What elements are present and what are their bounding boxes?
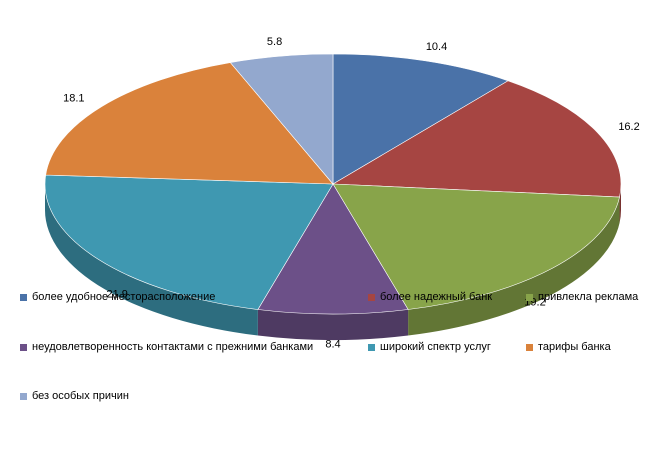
data-label-3: 8.4	[325, 339, 340, 351]
pie-slice-4	[44, 174, 334, 310]
data-label-1: 16.2	[618, 121, 639, 133]
legend-item-location: более удобное месторасположение	[20, 291, 215, 303]
legend-label: привлекла реклама	[538, 291, 639, 303]
legend-swatch	[526, 293, 533, 301]
legend-label: широкий спектр услуг	[380, 341, 491, 353]
data-label-0: 10.4	[426, 41, 447, 53]
legend-item-dissatisfaction: неудовлетворенность контактами с прежним…	[20, 341, 313, 353]
legend-label: без особых причин	[32, 390, 129, 402]
legend-swatch	[20, 343, 27, 351]
legend-label: неудовлетворенность контактами с прежним…	[32, 341, 314, 353]
pie-slice-2	[332, 183, 620, 310]
legend-swatch	[368, 343, 375, 351]
pie-side-2	[408, 197, 620, 336]
pie-slice-1	[331, 80, 622, 198]
legend-label: тарифы банка	[538, 341, 611, 353]
legend-swatch	[526, 343, 533, 351]
legend-item-services: широкий спектр услуг	[368, 341, 491, 353]
pie-slice-0	[332, 53, 509, 185]
legend-label: более надежный банк	[380, 291, 493, 303]
data-labels: 10.416.219.28.421.918.15.8	[63, 36, 640, 351]
legend-item-advertising: привлекла реклама	[526, 291, 638, 303]
pie-slice-5	[45, 62, 334, 185]
legend-label: более удобное месторасположение	[32, 291, 216, 303]
legend-item-reliable: более надежный банк	[368, 291, 492, 303]
pie-slice-6	[229, 53, 334, 185]
legend-item-tariffs: тарифы банка	[526, 341, 611, 353]
data-label-5: 18.1	[63, 92, 84, 104]
legend-item-no-reason: без особых причин	[20, 390, 129, 402]
pie-side-4	[45, 184, 258, 336]
data-label-6: 5.8	[267, 36, 282, 48]
pie-side-3	[257, 309, 409, 340]
legend-swatch	[20, 392, 27, 400]
legend-swatch	[368, 293, 375, 301]
pie-side-1	[619, 184, 621, 224]
legend-swatch	[20, 293, 27, 301]
pie-side-walls	[45, 184, 621, 340]
data-label-4: 21.9	[106, 288, 127, 300]
pie-slice-3	[257, 183, 409, 315]
pie-slices	[44, 53, 622, 315]
